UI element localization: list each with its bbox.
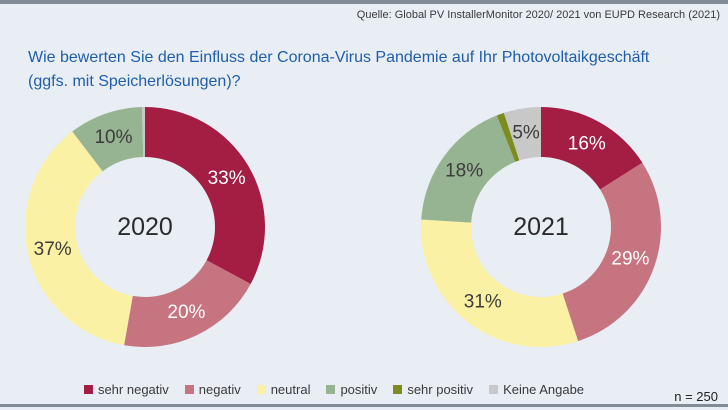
slice-keine-angabe — [142, 107, 145, 158]
donut-chart-2021: 16% 29% 31% 18% 5% 2021 — [416, 102, 666, 352]
legend-label: Keine Angabe — [503, 382, 585, 397]
slice-negativ — [562, 162, 662, 342]
slice-label-sehr-negativ: 33% — [208, 168, 246, 189]
donut-svg-2021: 16% 29% 31% 18% 5% 2021 — [421, 107, 662, 348]
legend-label: neutral — [270, 382, 311, 397]
slice-label-positiv: 18% — [445, 161, 483, 182]
legend-item-sehr-negativ: sehr negativ — [83, 382, 169, 397]
legend-item-sehr-positiv: sehr positiv — [393, 382, 473, 397]
slice-neutral — [421, 219, 579, 348]
legend-label: negativ — [198, 382, 241, 397]
legend-swatch-keine-angabe — [489, 385, 499, 394]
donut-center-year-label: 2020 — [117, 213, 173, 241]
legend-swatch-sehr-negativ — [83, 385, 93, 394]
slice-label-neutral: 37% — [34, 239, 72, 260]
donut-svg-2020: 33% 20% 37% 10% 2020 — [25, 107, 265, 347]
chart-title: Wie bewerten Sie den Einfluss der Corona… — [28, 46, 720, 94]
slice-keine-angabe — [503, 107, 541, 161]
slice-neutral — [25, 131, 133, 346]
chart-title-line1: Wie bewerten Sie den Einfluss der Corona… — [28, 49, 650, 66]
slice-label-negativ: 20% — [167, 302, 205, 323]
slice-sehr-negativ — [145, 107, 265, 284]
legend-item-positiv: positiv — [326, 382, 377, 397]
legend-item-neutral: neutral — [256, 382, 311, 397]
legend-swatch-neutral — [256, 385, 266, 394]
legend-label: sehr positiv — [407, 382, 474, 397]
donut-center-year-label: 2021 — [513, 213, 569, 241]
legend: sehr negativ negativ neutral positiv sehr po… — [0, 382, 668, 397]
slice-sehr-negativ — [541, 107, 643, 190]
donut-chart-2020: 33% 20% 37% 10% 2020 — [20, 102, 270, 352]
sample-size-label: n = 250 — [674, 389, 718, 404]
slice-label-neutral: 31% — [464, 292, 502, 313]
slice-positiv — [421, 115, 516, 223]
bottom-divider-bar — [0, 404, 728, 407]
legend-swatch-positiv — [326, 385, 336, 394]
slice-positiv — [72, 107, 144, 172]
legend-label: positiv — [340, 382, 378, 397]
legend-swatch-sehr-positiv — [393, 385, 403, 394]
slice-label-positiv: 10% — [94, 127, 132, 148]
slice-label-negativ: 29% — [611, 249, 649, 270]
legend-item-keine-angabe: Keine Angabe — [489, 382, 584, 397]
source-text: Quelle: Global PV InstallerMonitor 2020/… — [356, 9, 720, 21]
legend-label: sehr negativ — [97, 382, 169, 397]
legend-swatch-negativ — [184, 385, 194, 394]
legend-item-negativ: negativ — [184, 382, 241, 397]
top-divider-bar — [0, 0, 728, 4]
chart-title-line2: (ggfs. mit Speicherlösungen)? — [28, 73, 241, 90]
slice-sehr-positiv — [496, 112, 520, 162]
slice-negativ — [124, 260, 251, 347]
slice-label-keine-angabe: 5% — [512, 123, 540, 144]
slice-label-sehr-negativ: 16% — [568, 133, 606, 154]
